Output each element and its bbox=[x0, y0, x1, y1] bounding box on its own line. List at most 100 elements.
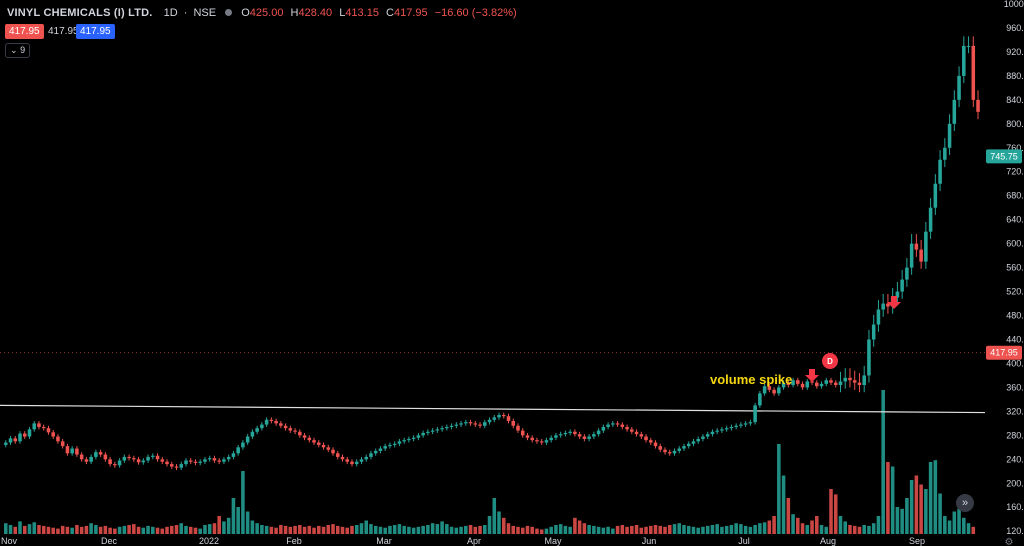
candle-body bbox=[501, 414, 506, 417]
y-tick-label: 840.00 bbox=[1006, 95, 1024, 105]
indicator-toggle[interactable]: ⌄ 9 bbox=[5, 43, 31, 58]
candle-body bbox=[37, 423, 41, 427]
volume-bar bbox=[122, 525, 127, 534]
volume-bar bbox=[962, 517, 966, 534]
volume-bar bbox=[335, 525, 340, 534]
candle-body bbox=[174, 466, 179, 468]
volume-bar bbox=[658, 525, 663, 534]
candle-body bbox=[563, 432, 568, 435]
candle-body bbox=[833, 382, 838, 386]
y-tick-label: 760.00 bbox=[1006, 143, 1024, 153]
volume-bar bbox=[667, 525, 672, 534]
candle-body bbox=[886, 303, 890, 307]
volume-bar bbox=[373, 525, 378, 534]
candle-body bbox=[4, 442, 8, 445]
chart-header: VINYL CHEMICALS (I) LTD. 1D · NSE O425.0… bbox=[7, 7, 517, 19]
candle-body bbox=[179, 464, 184, 468]
interval[interactable]: 1D bbox=[163, 7, 178, 19]
y-tick-label: 800.00 bbox=[1006, 119, 1024, 129]
candle-body bbox=[459, 423, 463, 425]
volume-bar bbox=[293, 525, 297, 534]
candle-body bbox=[520, 430, 525, 436]
volume-bar bbox=[810, 520, 814, 534]
candle-body bbox=[468, 422, 473, 424]
candle-body bbox=[634, 431, 639, 435]
volume-bar bbox=[819, 525, 824, 534]
sell-button[interactable]: 417.95 bbox=[5, 24, 44, 39]
volume-bar bbox=[933, 460, 938, 534]
candle-body bbox=[345, 459, 350, 462]
volume-bar bbox=[952, 511, 957, 534]
candle-body bbox=[606, 424, 610, 427]
y-tick-label: 440.00 bbox=[1006, 334, 1024, 344]
volume-bar bbox=[857, 526, 862, 534]
scroll-to-realtime-button[interactable]: » bbox=[956, 494, 974, 512]
candle-body bbox=[535, 440, 539, 442]
candle-body bbox=[909, 243, 914, 268]
y-tick-label: 160.00 bbox=[1006, 502, 1024, 512]
volume-bar bbox=[37, 525, 41, 534]
volume-spike-annotation[interactable]: volume spike bbox=[710, 372, 793, 387]
volume-bar bbox=[615, 525, 620, 534]
volume-bar bbox=[900, 508, 904, 534]
volume-bar bbox=[824, 526, 829, 534]
candle-body bbox=[876, 309, 881, 325]
symbol-name[interactable]: VINYL CHEMICALS (I) LTD. bbox=[7, 7, 153, 19]
volume-bar bbox=[207, 524, 212, 534]
volume-bar bbox=[544, 528, 549, 534]
volume-bar bbox=[914, 475, 919, 534]
volume-bar bbox=[928, 462, 933, 534]
volume-bar bbox=[22, 525, 27, 534]
volume-bar bbox=[886, 462, 890, 534]
candle-body bbox=[22, 433, 27, 437]
candle-body bbox=[943, 147, 947, 160]
candle-body bbox=[701, 436, 705, 439]
volume-bar bbox=[833, 494, 838, 534]
candle-body bbox=[84, 459, 89, 462]
candle-body bbox=[440, 428, 444, 430]
candle-body bbox=[649, 440, 653, 443]
volume-bar bbox=[217, 516, 221, 534]
volume-bar bbox=[592, 525, 596, 534]
candle-body bbox=[800, 383, 805, 388]
y-tick-label: 120.00 bbox=[1006, 526, 1024, 536]
candle-body bbox=[753, 405, 757, 423]
volume-bar bbox=[407, 526, 411, 534]
candle-body bbox=[155, 455, 160, 460]
candle-body bbox=[838, 381, 843, 386]
volume-bar bbox=[108, 527, 112, 534]
volume-bar bbox=[772, 516, 776, 534]
volume-bar bbox=[65, 526, 70, 534]
candle-body bbox=[402, 440, 406, 442]
volume-bar bbox=[402, 525, 406, 534]
candle-body bbox=[430, 430, 435, 432]
volume-bar bbox=[331, 524, 335, 534]
candle-body bbox=[27, 429, 32, 437]
candle-body bbox=[392, 443, 397, 445]
y-tick-label: 240.00 bbox=[1006, 454, 1024, 464]
candle-body bbox=[919, 249, 923, 262]
exchange: NSE bbox=[193, 7, 217, 19]
y-tick-label: 880.00 bbox=[1006, 71, 1024, 81]
volume-bar bbox=[549, 526, 553, 534]
volume-bar bbox=[483, 525, 487, 534]
candle-body bbox=[293, 430, 297, 432]
volume-bar bbox=[815, 516, 819, 534]
candle-body bbox=[686, 443, 691, 447]
volume-bar bbox=[587, 525, 591, 534]
volume-bar bbox=[577, 520, 582, 534]
candle-body bbox=[743, 423, 748, 425]
candle-body bbox=[729, 426, 734, 429]
candle-body bbox=[530, 437, 534, 441]
volume-bar bbox=[255, 523, 259, 534]
volume-bar bbox=[359, 523, 364, 534]
volume-bar bbox=[696, 527, 700, 534]
buy-button[interactable]: 417.95 bbox=[76, 24, 115, 39]
candle-body bbox=[881, 303, 885, 310]
x-tick-label: Apr bbox=[467, 536, 481, 546]
candle-body bbox=[715, 430, 719, 432]
x-tick-label: Feb bbox=[286, 536, 302, 546]
candle-body bbox=[250, 431, 255, 437]
